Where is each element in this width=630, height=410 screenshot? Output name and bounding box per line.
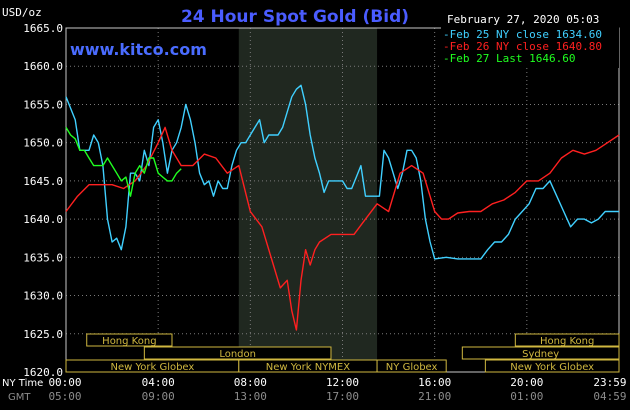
x-tick-gmt: 13:00: [234, 390, 267, 403]
market-session: Hong Kong: [86, 333, 173, 347]
market-session: New York Globex: [484, 359, 620, 373]
market-session-label: New York Globex: [110, 362, 194, 373]
series-layer: [65, 84, 620, 331]
series-line-1: [65, 84, 619, 260]
market-session-label: London: [219, 349, 256, 360]
legend-entry: -Feb 25 NY close 1634.60: [443, 28, 602, 41]
market-session-label: Sydney: [522, 349, 559, 360]
y-tick-label: 1630.0: [23, 290, 63, 303]
x-tick-gmt: 05:00: [48, 390, 81, 403]
x-tick-ny: 08:00: [234, 376, 267, 389]
market-session: London: [143, 346, 332, 360]
x-tick-ny: 12:00: [326, 376, 359, 389]
market-sessions: Hong Kong London New York Globex New York N…: [65, 333, 620, 373]
unit-label: USD/oz: [2, 6, 42, 19]
x-tick-ny: 04:00: [142, 376, 175, 389]
market-session-box: [461, 346, 620, 360]
y-tick-label: 1665.0: [23, 22, 63, 35]
market-session: New York Globex: [65, 359, 240, 373]
y-tick-label: 1645.0: [23, 175, 63, 188]
x-tick-gmt: 09:00: [142, 390, 175, 403]
x-tick-ny: 00:00: [48, 376, 81, 389]
market-session: NY Globex: [376, 359, 447, 373]
x-tick-gmt: 17:00: [326, 390, 359, 403]
market-session: Sydney: [461, 346, 620, 360]
y-tick-label: 1620.0: [23, 366, 63, 379]
y-tick-label: 1660.0: [23, 60, 63, 73]
x-tick-gmt: 21:00: [418, 390, 451, 403]
market-session-label: New York NYMEX: [266, 362, 351, 373]
market-session: Hong Kong: [514, 333, 620, 347]
y-tick-label: 1650.0: [23, 137, 63, 150]
market-session-label: Hong Kong: [540, 336, 594, 347]
chart-timestamp: February 27, 2020 05:03: [447, 13, 599, 26]
market-session-label: NY Globex: [386, 362, 438, 373]
x-tick-gmt: 01:00: [510, 390, 543, 403]
legend-entry: -Feb 27 Last 1646.60: [443, 52, 575, 65]
y-tick-label: 1625.0: [23, 328, 63, 341]
watermark-url: www.kitco.com: [70, 40, 207, 59]
y-tick-label: 1635.0: [23, 251, 63, 264]
x-tick-ny: 20:00: [510, 376, 543, 389]
x-tick-ny: 16:00: [418, 376, 451, 389]
market-session-box: [143, 346, 332, 360]
legend: -Feb 25 NY close 1634.60-Feb 26 NY close…: [441, 26, 619, 68]
y-tick-label: 1655.0: [23, 98, 63, 111]
legend-entry: -Feb 26 NY close 1640.80: [443, 40, 602, 53]
market-session-box: [514, 333, 620, 347]
legend-box: [441, 26, 619, 68]
x-row-label-gmt: GMT: [8, 392, 31, 403]
y-axis: 1665.0 1660.0 1655.0 1650.0 1645.0 1640.0 1635…: [23, 22, 63, 379]
ny-session-band: [238, 28, 378, 372]
x-tick-gmt: 04:59: [593, 390, 626, 403]
market-session-box: [86, 333, 173, 347]
x-tick-ny: 23:59: [593, 376, 626, 389]
market-session: New York NYMEX: [238, 359, 378, 373]
market-session-label: New York Globex: [510, 362, 594, 373]
market-session-box: [376, 359, 447, 373]
market-session-box: [484, 359, 620, 373]
series-line-2: [65, 126, 620, 331]
series-line-3: [65, 127, 182, 197]
y-tick-label: 1640.0: [23, 213, 63, 226]
x-row-label-ny: NY Time: [2, 378, 43, 389]
chart-title: 24 Hour Spot Gold (Bid): [181, 7, 409, 27]
market-session-label: Hong Kong: [102, 336, 156, 347]
